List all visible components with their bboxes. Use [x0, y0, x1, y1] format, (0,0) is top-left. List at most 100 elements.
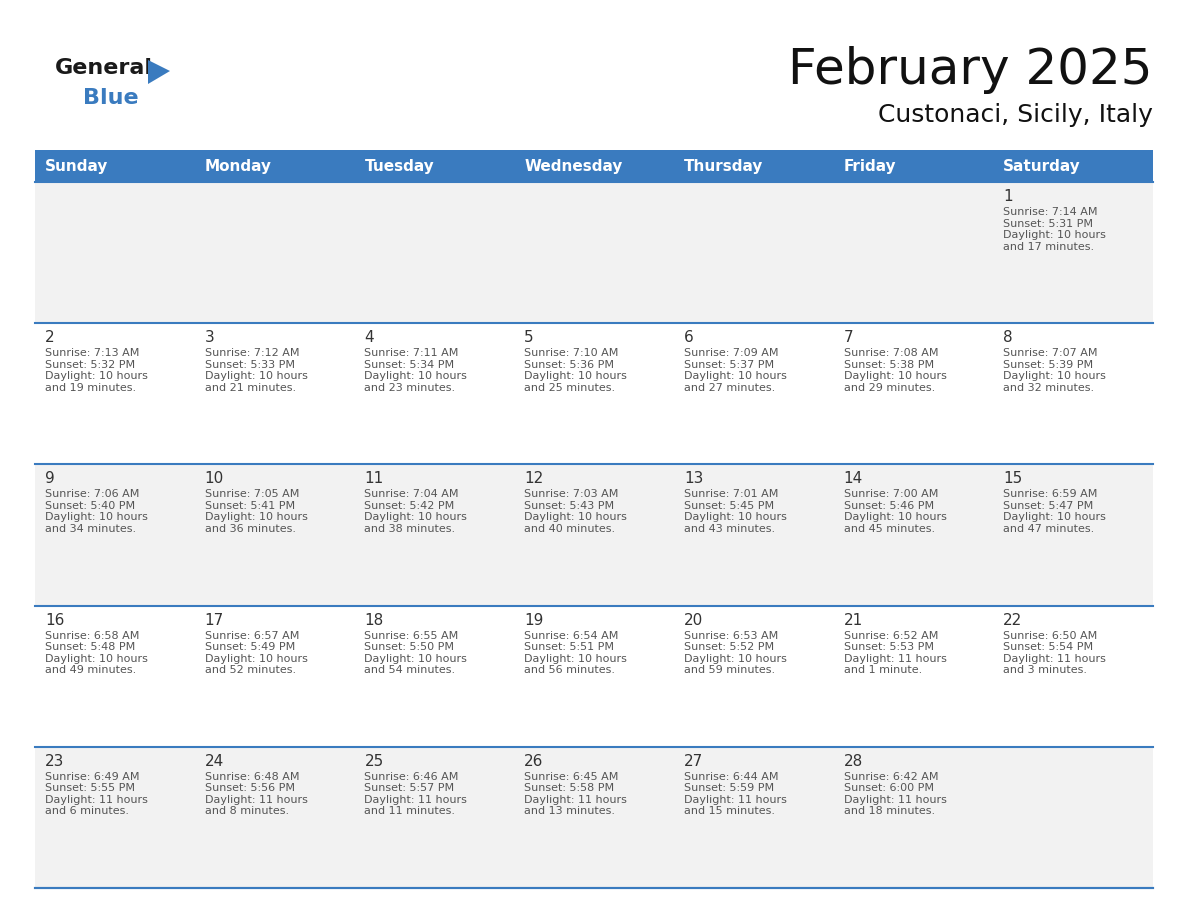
Text: Sunrise: 6:46 AM: Sunrise: 6:46 AM — [365, 772, 459, 782]
Text: and 23 minutes.: and 23 minutes. — [365, 383, 455, 393]
Text: Sunrise: 6:58 AM: Sunrise: 6:58 AM — [45, 631, 139, 641]
Text: Daylight: 11 hours: Daylight: 11 hours — [1004, 654, 1106, 664]
Text: Sunday: Sunday — [45, 159, 108, 174]
Text: Sunset: 5:37 PM: Sunset: 5:37 PM — [684, 360, 775, 370]
Text: 26: 26 — [524, 754, 544, 768]
Text: Daylight: 11 hours: Daylight: 11 hours — [524, 795, 627, 805]
Bar — [195, 150, 354, 182]
Text: Sunrise: 6:55 AM: Sunrise: 6:55 AM — [365, 631, 459, 641]
Text: Sunset: 5:54 PM: Sunset: 5:54 PM — [1004, 642, 1093, 652]
Text: 5: 5 — [524, 330, 533, 345]
Text: Daylight: 10 hours: Daylight: 10 hours — [1004, 230, 1106, 240]
Text: 17: 17 — [204, 612, 225, 628]
Text: and 54 minutes.: and 54 minutes. — [365, 666, 455, 675]
Text: and 17 minutes.: and 17 minutes. — [1004, 241, 1094, 252]
Text: Daylight: 10 hours: Daylight: 10 hours — [843, 512, 947, 522]
Text: Sunrise: 6:57 AM: Sunrise: 6:57 AM — [204, 631, 299, 641]
Text: and 19 minutes.: and 19 minutes. — [45, 383, 137, 393]
Text: 28: 28 — [843, 754, 862, 768]
Text: Wednesday: Wednesday — [524, 159, 623, 174]
Text: 3: 3 — [204, 330, 215, 345]
Bar — [34, 182, 1154, 323]
Text: Sunrise: 7:10 AM: Sunrise: 7:10 AM — [524, 348, 619, 358]
Text: 12: 12 — [524, 472, 543, 487]
Text: Sunset: 5:45 PM: Sunset: 5:45 PM — [684, 501, 775, 511]
Text: Sunset: 5:47 PM: Sunset: 5:47 PM — [1004, 501, 1093, 511]
Text: and 40 minutes.: and 40 minutes. — [524, 524, 615, 534]
Text: Sunrise: 7:05 AM: Sunrise: 7:05 AM — [204, 489, 299, 499]
Text: Sunset: 5:31 PM: Sunset: 5:31 PM — [1004, 218, 1093, 229]
Text: Sunset: 5:58 PM: Sunset: 5:58 PM — [524, 783, 614, 793]
Text: Sunset: 5:41 PM: Sunset: 5:41 PM — [204, 501, 295, 511]
Text: Sunrise: 7:09 AM: Sunrise: 7:09 AM — [684, 348, 778, 358]
Text: Daylight: 10 hours: Daylight: 10 hours — [45, 512, 147, 522]
Text: Sunset: 5:34 PM: Sunset: 5:34 PM — [365, 360, 455, 370]
Text: and 13 minutes.: and 13 minutes. — [524, 806, 615, 816]
Bar — [674, 150, 834, 182]
Text: and 8 minutes.: and 8 minutes. — [204, 806, 289, 816]
Text: and 59 minutes.: and 59 minutes. — [684, 666, 775, 675]
Text: Blue: Blue — [83, 88, 139, 108]
Bar — [834, 150, 993, 182]
Text: and 45 minutes.: and 45 minutes. — [843, 524, 935, 534]
Text: and 32 minutes.: and 32 minutes. — [1004, 383, 1094, 393]
Text: Sunrise: 7:04 AM: Sunrise: 7:04 AM — [365, 489, 459, 499]
Text: 9: 9 — [45, 472, 55, 487]
Text: Daylight: 10 hours: Daylight: 10 hours — [524, 654, 627, 664]
Text: 6: 6 — [684, 330, 694, 345]
Text: 2: 2 — [45, 330, 55, 345]
Text: Sunset: 5:33 PM: Sunset: 5:33 PM — [204, 360, 295, 370]
Text: Daylight: 10 hours: Daylight: 10 hours — [365, 654, 467, 664]
Text: Daylight: 10 hours: Daylight: 10 hours — [524, 512, 627, 522]
Text: Sunset: 5:57 PM: Sunset: 5:57 PM — [365, 783, 455, 793]
Text: Sunset: 5:53 PM: Sunset: 5:53 PM — [843, 642, 934, 652]
Text: 4: 4 — [365, 330, 374, 345]
Text: Daylight: 10 hours: Daylight: 10 hours — [45, 654, 147, 664]
Text: Daylight: 11 hours: Daylight: 11 hours — [45, 795, 147, 805]
Text: Sunset: 5:56 PM: Sunset: 5:56 PM — [204, 783, 295, 793]
Text: General: General — [55, 58, 153, 78]
Text: 14: 14 — [843, 472, 862, 487]
Bar — [354, 150, 514, 182]
Text: Sunrise: 7:06 AM: Sunrise: 7:06 AM — [45, 489, 139, 499]
Text: Sunset: 5:40 PM: Sunset: 5:40 PM — [45, 501, 135, 511]
Text: 7: 7 — [843, 330, 853, 345]
Text: and 47 minutes.: and 47 minutes. — [1004, 524, 1094, 534]
Text: 23: 23 — [45, 754, 64, 768]
Text: Sunrise: 7:03 AM: Sunrise: 7:03 AM — [524, 489, 619, 499]
Text: and 43 minutes.: and 43 minutes. — [684, 524, 775, 534]
Text: and 56 minutes.: and 56 minutes. — [524, 666, 615, 675]
Text: Sunrise: 7:01 AM: Sunrise: 7:01 AM — [684, 489, 778, 499]
Text: 25: 25 — [365, 754, 384, 768]
Text: Daylight: 10 hours: Daylight: 10 hours — [204, 512, 308, 522]
Text: 24: 24 — [204, 754, 225, 768]
Text: Sunset: 6:00 PM: Sunset: 6:00 PM — [843, 783, 934, 793]
Text: Daylight: 10 hours: Daylight: 10 hours — [204, 371, 308, 381]
Text: Thursday: Thursday — [684, 159, 763, 174]
Text: Daylight: 10 hours: Daylight: 10 hours — [204, 654, 308, 664]
Bar — [34, 323, 1154, 465]
Text: and 1 minute.: and 1 minute. — [843, 666, 922, 675]
Text: 20: 20 — [684, 612, 703, 628]
Text: Daylight: 10 hours: Daylight: 10 hours — [843, 371, 947, 381]
Text: Daylight: 10 hours: Daylight: 10 hours — [1004, 512, 1106, 522]
Text: and 18 minutes.: and 18 minutes. — [843, 806, 935, 816]
Text: Daylight: 11 hours: Daylight: 11 hours — [204, 795, 308, 805]
Text: Sunset: 5:48 PM: Sunset: 5:48 PM — [45, 642, 135, 652]
Bar — [993, 150, 1154, 182]
Text: 27: 27 — [684, 754, 703, 768]
Text: Daylight: 10 hours: Daylight: 10 hours — [524, 371, 627, 381]
Text: and 3 minutes.: and 3 minutes. — [1004, 666, 1087, 675]
Text: Monday: Monday — [204, 159, 272, 174]
Text: Custonaci, Sicily, Italy: Custonaci, Sicily, Italy — [878, 103, 1154, 127]
Text: Sunrise: 6:49 AM: Sunrise: 6:49 AM — [45, 772, 139, 782]
Text: Saturday: Saturday — [1004, 159, 1081, 174]
Text: Sunset: 5:51 PM: Sunset: 5:51 PM — [524, 642, 614, 652]
Text: 22: 22 — [1004, 612, 1023, 628]
Polygon shape — [148, 60, 170, 84]
Text: Daylight: 10 hours: Daylight: 10 hours — [684, 654, 786, 664]
Text: Sunrise: 6:54 AM: Sunrise: 6:54 AM — [524, 631, 619, 641]
Text: Sunset: 5:50 PM: Sunset: 5:50 PM — [365, 642, 455, 652]
Text: Sunrise: 7:13 AM: Sunrise: 7:13 AM — [45, 348, 139, 358]
Text: Daylight: 11 hours: Daylight: 11 hours — [843, 795, 947, 805]
